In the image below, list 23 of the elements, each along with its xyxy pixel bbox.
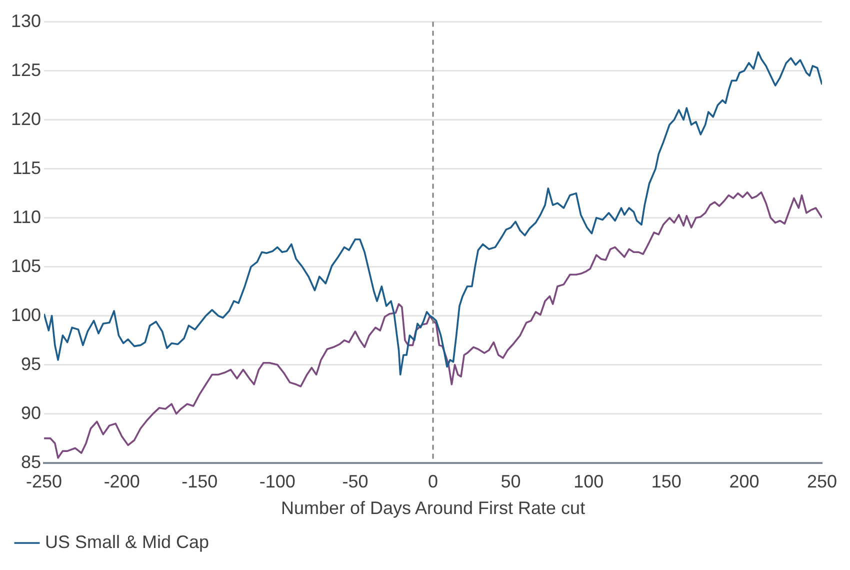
x-tick-label: -150 [182,472,218,492]
y-tick-label: 95 [21,354,42,374]
x-tick-label: 150 [651,472,682,492]
x-tick-label: 250 [806,472,838,492]
x-tick-label: -250 [26,472,62,492]
y-tick-label: 90 [21,402,42,423]
y-tick-label: 110 [12,206,42,227]
x-tick-label: 200 [729,472,760,492]
x-tick-label: -200 [104,472,140,492]
y-tick-label: 105 [10,256,42,276]
x-tick-label: -50 [342,472,368,492]
y-tick-label: 100 [10,304,42,325]
x-tick-label: 50 [500,472,521,492]
y-tick-label: 115 [12,158,42,178]
y-tick-label: 130 [10,10,42,31]
y-tick-label: 120 [10,108,42,129]
x-tick-label: -100 [259,472,296,492]
x-axis-title: Number of Days Around First Rate cut [280,498,586,518]
y-tick-label: 85 [21,452,42,472]
x-tick-label: 0 [428,472,438,492]
legend-label: US Small & Mid Cap [45,532,210,552]
x-tick-label: 100 [574,472,604,492]
y-tick-label: 125 [10,60,42,80]
